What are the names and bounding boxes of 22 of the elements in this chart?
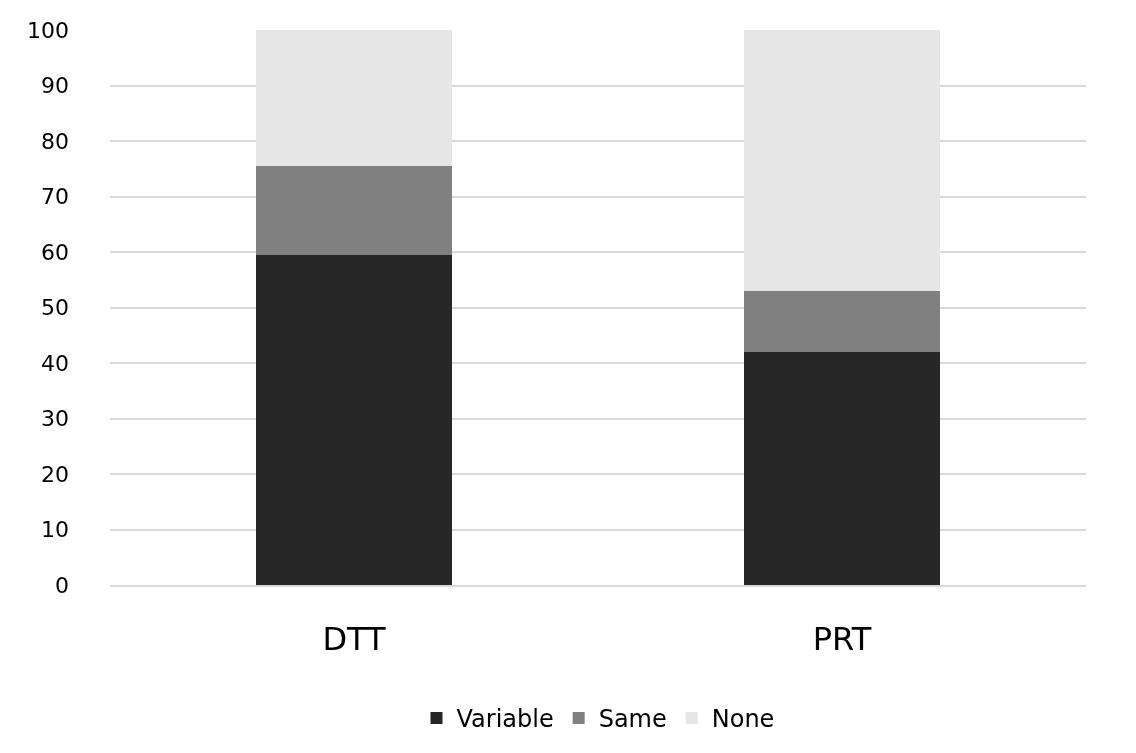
- bar: [256, 30, 452, 166]
- legend-label: Variable: [456, 705, 554, 734]
- y-tick-label: 80: [41, 128, 69, 154]
- x-tick-label: PRT: [812, 620, 872, 659]
- y-tick-label: 60: [41, 239, 69, 265]
- bar: [744, 351, 940, 585]
- bar: [744, 290, 940, 352]
- bar: [256, 165, 452, 255]
- y-tick-label: 90: [41, 73, 69, 99]
- y-tick-label: 20: [41, 461, 69, 487]
- y-tick-label: 40: [41, 350, 69, 376]
- y-tick-label: 10: [41, 517, 69, 543]
- x-tick-label: DTT: [322, 620, 387, 659]
- y-tick-label: 50: [41, 295, 69, 321]
- legend-label: Same: [598, 705, 667, 734]
- bar: [256, 254, 452, 585]
- y-tick-label: 30: [41, 406, 69, 432]
- y-tick-label: 0: [55, 572, 69, 598]
- y-tick-label: 100: [27, 17, 69, 43]
- bar: [744, 30, 940, 291]
- y-tick-label: 70: [41, 184, 69, 210]
- legend-label: None: [711, 705, 775, 734]
